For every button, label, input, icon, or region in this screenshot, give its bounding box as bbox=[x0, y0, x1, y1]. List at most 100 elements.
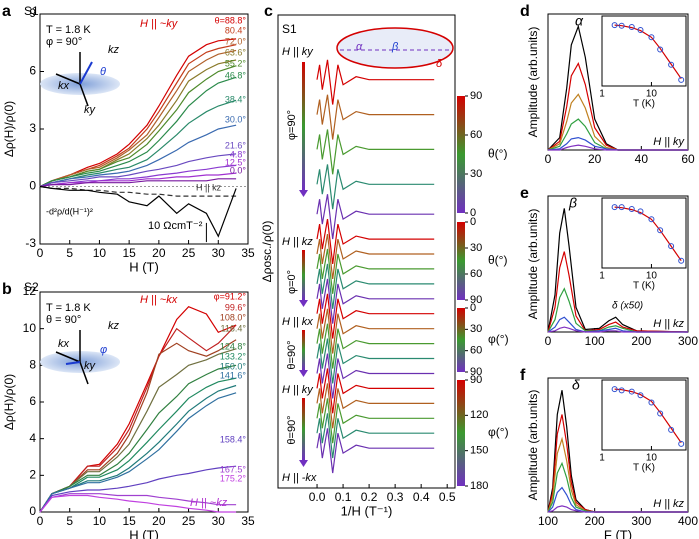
x-tick-label: 15 bbox=[122, 246, 136, 260]
y-tick-label: 2 bbox=[29, 468, 36, 482]
series-label: 141.6° bbox=[220, 370, 247, 380]
y-axis-label: Δρ(H)/ρ(0) bbox=[2, 101, 16, 157]
colorbar-label: φ(°) bbox=[488, 425, 509, 439]
fit-line bbox=[614, 24, 682, 80]
data-point bbox=[657, 227, 664, 234]
annotation: θ = 90° bbox=[46, 314, 81, 326]
series-line bbox=[547, 287, 688, 333]
series-label: 72.0° bbox=[225, 36, 247, 46]
series-line bbox=[39, 494, 237, 513]
x-tick-label: 30 bbox=[212, 246, 226, 260]
annotation: H || ~kx bbox=[140, 294, 178, 306]
colorbar-tick-label: 30 bbox=[470, 242, 482, 254]
annotation: φ=90° bbox=[286, 110, 298, 140]
series-line bbox=[39, 348, 237, 513]
fit-line bbox=[614, 206, 682, 262]
inset-x-label: T (K) bbox=[633, 281, 655, 292]
x-tick-label: 25 bbox=[182, 246, 196, 260]
annotation: H || ~ky bbox=[140, 18, 179, 30]
x-tick-label: 200 bbox=[631, 334, 651, 348]
x-tick-label: 0.2 bbox=[361, 490, 378, 504]
inset-x-tick-label: 1 bbox=[599, 89, 605, 100]
annotation: H || ky bbox=[282, 384, 314, 396]
series-line bbox=[316, 293, 435, 339]
colorbar-tick-label: 0 bbox=[470, 302, 476, 314]
x-tick-label: 300 bbox=[631, 514, 651, 528]
annotation: θ=90° bbox=[286, 415, 298, 444]
y-tick-label: 4 bbox=[29, 431, 36, 445]
series-line bbox=[39, 178, 237, 188]
colorbar bbox=[457, 308, 465, 372]
colorbar-tick-label: 30 bbox=[470, 323, 482, 335]
series-label: 38.4° bbox=[225, 94, 247, 104]
colorbar-tick-label: 120 bbox=[470, 409, 488, 421]
series-label: 124.8° bbox=[220, 341, 247, 351]
annotation: β bbox=[568, 195, 577, 211]
series-line bbox=[316, 278, 435, 324]
x-tick-label: 20 bbox=[152, 514, 166, 528]
x-tick-label: 15 bbox=[122, 514, 136, 528]
series-label: 30.0° bbox=[225, 114, 247, 124]
series-line bbox=[39, 38, 237, 188]
data-point bbox=[628, 388, 635, 395]
colorbar-tick-label: 0 bbox=[470, 207, 476, 219]
panel-letter: a bbox=[2, 3, 11, 20]
data-point bbox=[637, 392, 644, 399]
annotation: ky bbox=[84, 360, 97, 372]
data-point bbox=[648, 216, 655, 223]
inset-x-tick-label: 10 bbox=[646, 453, 658, 464]
series-line bbox=[547, 208, 689, 333]
annotation: H || kz bbox=[282, 236, 313, 248]
series-label: H || kz bbox=[196, 182, 222, 192]
inset-x-tick-label: 10 bbox=[646, 89, 658, 100]
y-tick-label: 10 bbox=[23, 321, 37, 335]
series-line bbox=[39, 493, 237, 513]
series-line bbox=[316, 59, 435, 105]
x-tick-label: 0 bbox=[545, 334, 552, 348]
axis-arrow bbox=[55, 73, 81, 85]
series-line bbox=[39, 185, 237, 197]
annotation: T = 1.8 K bbox=[46, 24, 91, 36]
series-line bbox=[316, 353, 435, 399]
series-line bbox=[39, 49, 237, 188]
annotation: φ bbox=[100, 344, 107, 356]
data-point bbox=[678, 440, 685, 447]
y-tick-label: 6 bbox=[29, 64, 36, 78]
y-tick-label: 6 bbox=[29, 394, 36, 408]
x-tick-label: 10 bbox=[93, 246, 107, 260]
colorbar-tick-label: 60 bbox=[470, 345, 482, 357]
y-tick-label: 9 bbox=[29, 6, 36, 20]
annotation: θ bbox=[100, 66, 106, 78]
plot-frame bbox=[547, 195, 689, 333]
sweep-arrow bbox=[302, 398, 305, 460]
series-line bbox=[39, 185, 237, 238]
series-line bbox=[39, 465, 237, 513]
data-point bbox=[628, 205, 635, 212]
sweep-arrow-head bbox=[299, 370, 308, 377]
series-line bbox=[548, 144, 688, 151]
series-label: 158.4° bbox=[220, 434, 247, 444]
inset-frame bbox=[601, 197, 687, 269]
inset-x-tick-label: 1 bbox=[599, 453, 605, 464]
colorbar-tick-label: 90 bbox=[470, 90, 482, 102]
colorbar-tick-label: 90 bbox=[470, 374, 482, 386]
data-point bbox=[618, 204, 625, 211]
series-label: 99.6° bbox=[225, 302, 247, 312]
series-line bbox=[316, 338, 435, 384]
panel-letter: f bbox=[520, 367, 526, 384]
series-label: 80.4° bbox=[225, 25, 247, 35]
x-tick-label: 25 bbox=[182, 514, 196, 528]
annotation: H || kz bbox=[653, 498, 684, 510]
annotation: θ=90° bbox=[286, 340, 298, 369]
x-tick-label: 5 bbox=[66, 514, 73, 528]
annotation: H || ky bbox=[653, 136, 685, 148]
series-label: 167.5° bbox=[220, 464, 247, 474]
annotation: α bbox=[356, 41, 363, 53]
series-label: 108.0° bbox=[220, 312, 247, 322]
annotation: kx bbox=[58, 338, 70, 350]
series-line bbox=[39, 364, 237, 513]
colorbar-label: θ(°) bbox=[488, 253, 507, 267]
y-tick-label: 12 bbox=[23, 284, 37, 298]
x-tick-label: 0 bbox=[37, 514, 44, 528]
series-line bbox=[316, 164, 435, 210]
